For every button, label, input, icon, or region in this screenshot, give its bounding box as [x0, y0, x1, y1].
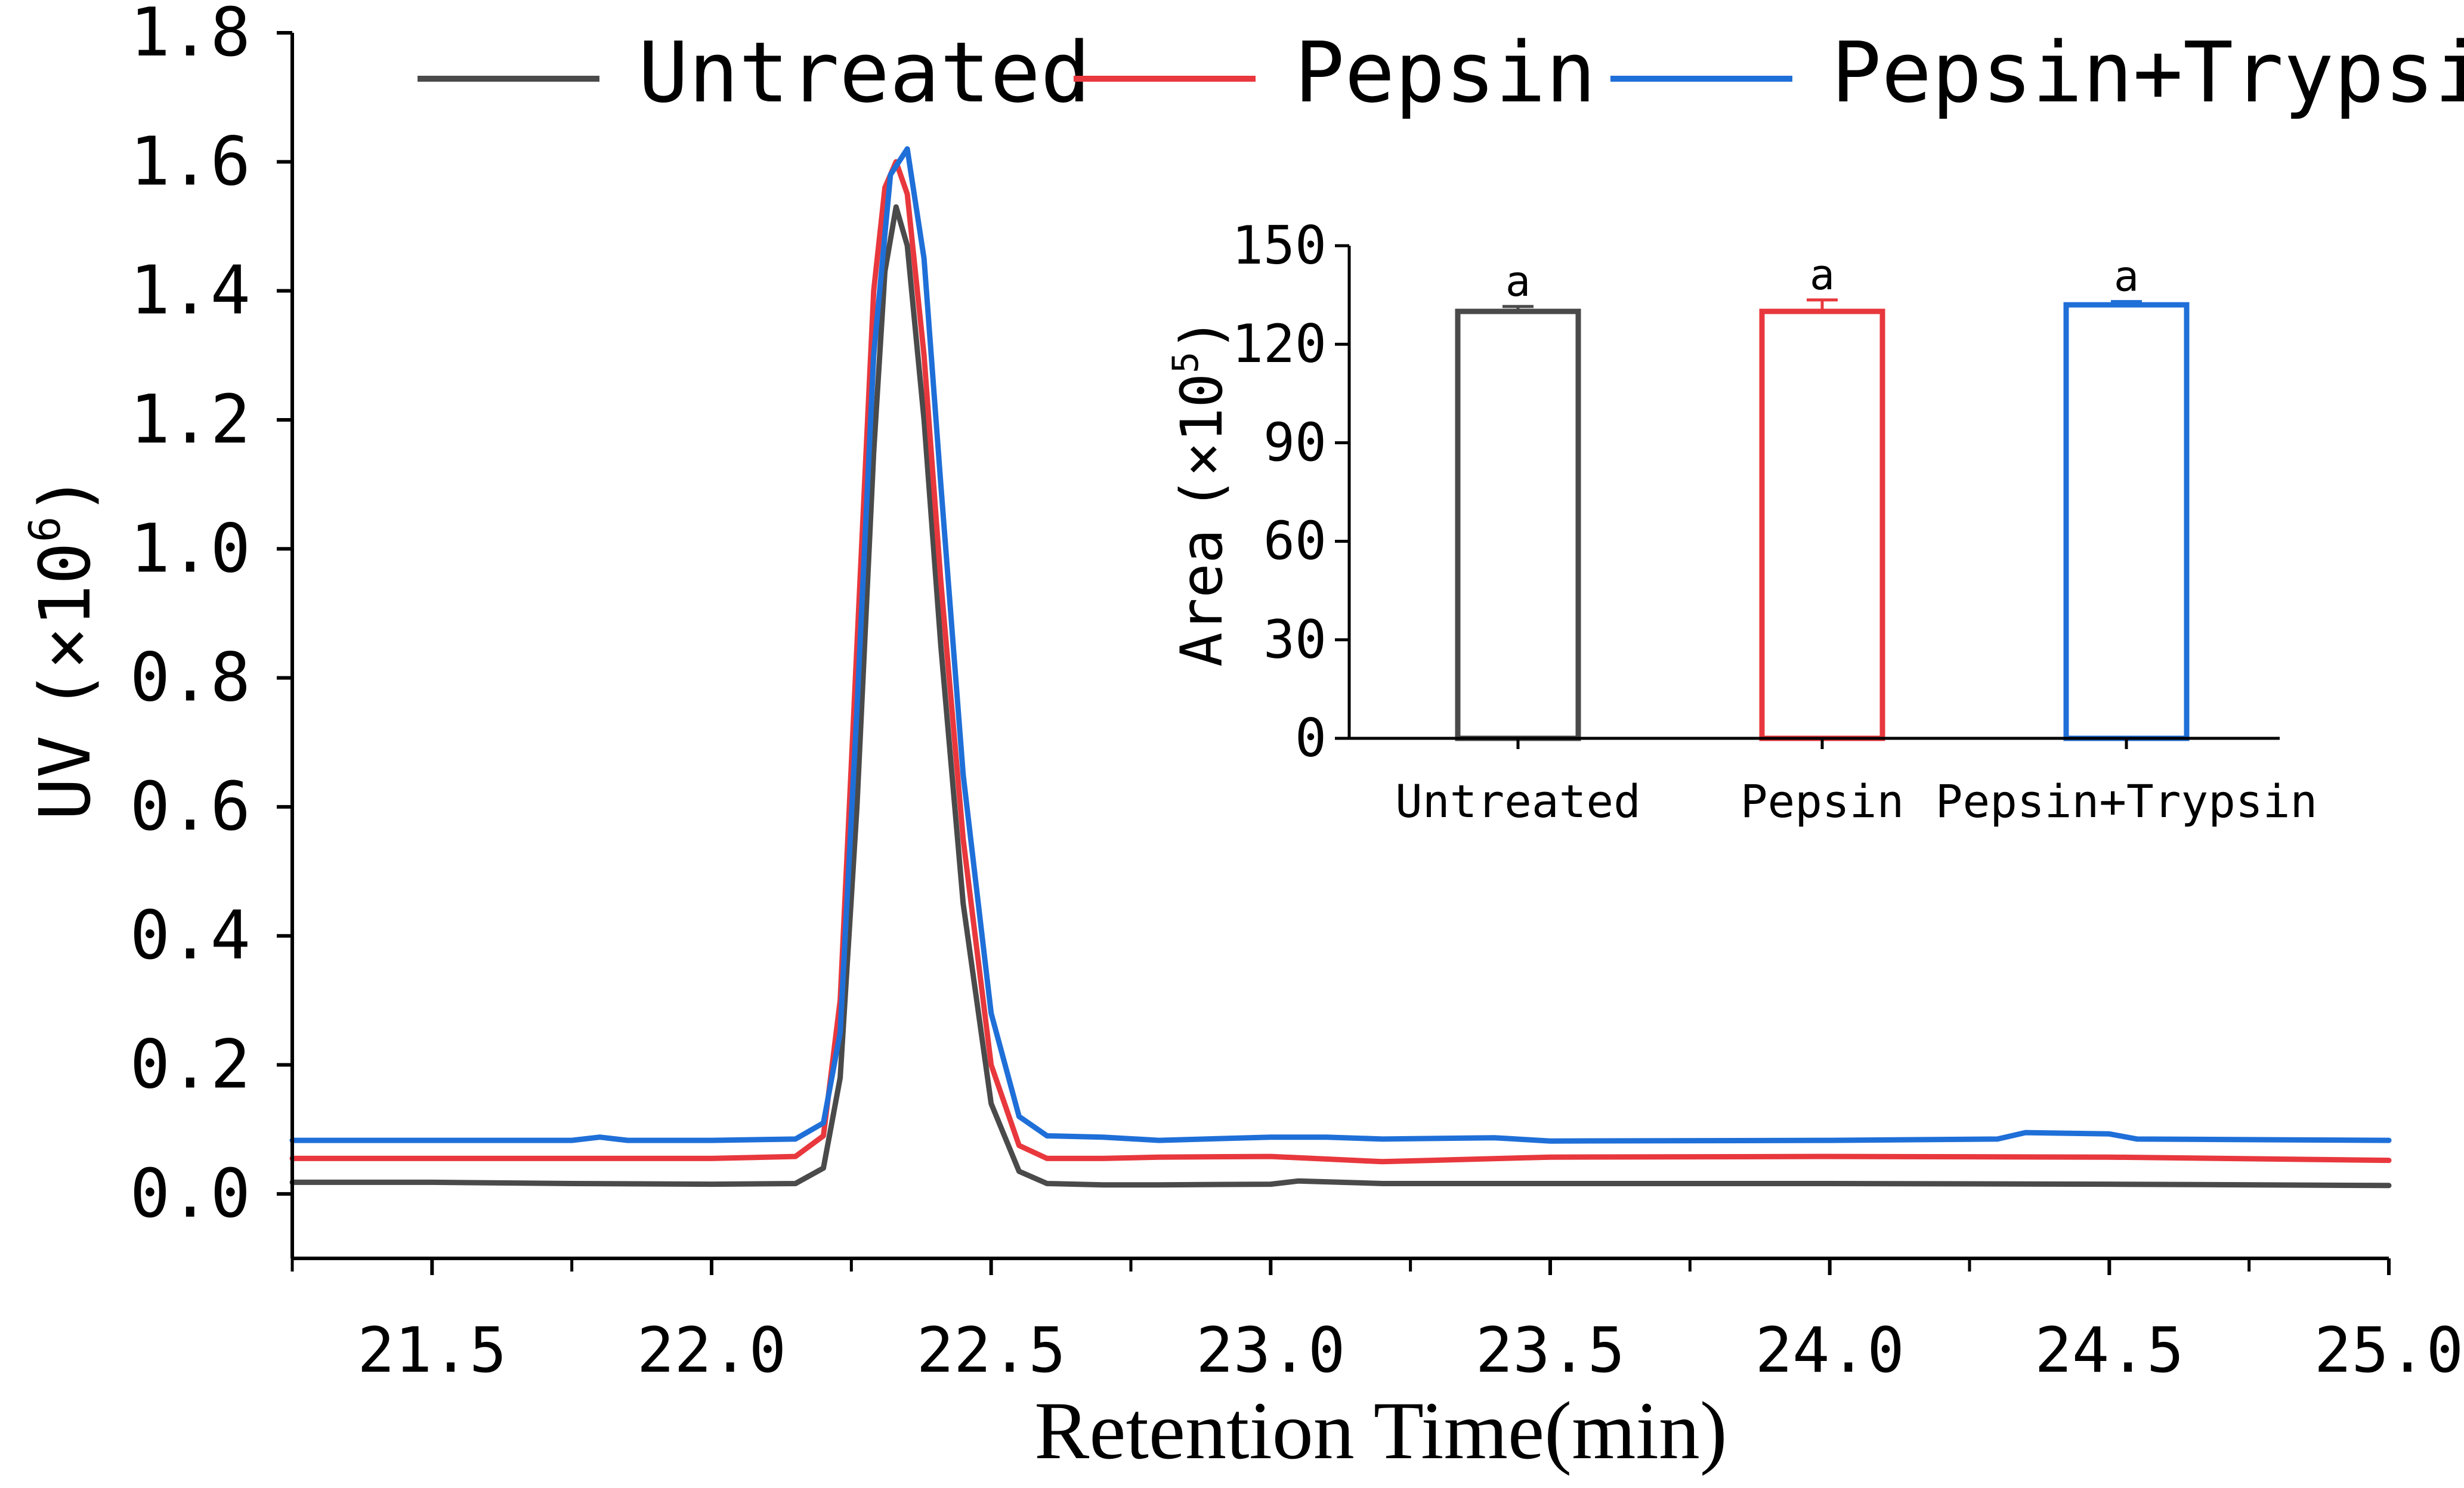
- inset-y-tick-label: 90: [1263, 412, 1327, 473]
- series-line-untreated: [289, 204, 2392, 1189]
- y-tick-label: 1.4: [130, 252, 251, 330]
- y-tick-label: 0.4: [130, 897, 251, 975]
- inset-y-axis-title: Area(×105): [1165, 317, 1235, 667]
- y-tick-label: 1.2: [130, 381, 251, 459]
- inset-bar: [2063, 302, 2190, 741]
- inset-y-tick-label: 60: [1263, 511, 1327, 572]
- legend-label: Pepsin: [1294, 24, 1596, 122]
- inset-significance-label: a: [1505, 257, 1531, 306]
- inset-bar: [1455, 308, 1581, 741]
- x-tick-label: 23.5: [1476, 1314, 1625, 1387]
- inset-y-tick-label: 150: [1232, 215, 1327, 276]
- main-series-group: [289, 146, 2392, 1189]
- series-line-pepsin: [289, 159, 2392, 1165]
- x-tick-label: 25.0: [2314, 1314, 2463, 1387]
- main-chart: 21.5 22.0 22.5 23.0 23.5 24.0 24.5 25.0 0.00.20…: [20, 0, 2464, 1476]
- y-tick-label: 0.8: [130, 639, 251, 717]
- x-tick-label: 23.0: [1196, 1314, 1345, 1387]
- inset-x-tick-label: Pepsin: [1740, 775, 1905, 828]
- inset-y-tick-label: 120: [1232, 313, 1327, 375]
- y-tick-label: 0.2: [130, 1026, 251, 1104]
- x-tick-label: 24.5: [2035, 1314, 2184, 1387]
- inset-y-tick-label: 30: [1263, 609, 1327, 670]
- y-tick-label: 1.0: [130, 510, 251, 587]
- inset-y-tick-label: 0: [1295, 707, 1327, 769]
- main-legend: Untreated Pepsin Pepsin+Trypsin: [418, 24, 2464, 122]
- inset-bar: [1759, 308, 1885, 741]
- x-tick-label: 22.5: [916, 1314, 1065, 1387]
- main-y-ticks: 0.0 0.2 0.4 0.6 0.8 1.0 1.2 1.4 1.6 1.8: [130, 0, 292, 1233]
- inset-significance-label: a: [2114, 252, 2139, 301]
- inset-x-tick-label: Untreated: [1395, 775, 1641, 828]
- main-x-ticks: 21.5 22.0 22.5 23.0 23.5 24.0 24.5 25.0: [290, 1258, 2463, 1387]
- y-tick-label: 1.8: [130, 0, 251, 72]
- main-x-axis-title: Retention Time(min): [1034, 1385, 1727, 1476]
- y-tick-label: 1.6: [130, 123, 251, 200]
- x-tick-label: 22.0: [637, 1314, 786, 1387]
- inset-x-tick-label: Pepsin+Trypsin: [1936, 775, 2318, 828]
- legend-label: Pepsin+Trypsin: [1831, 24, 2464, 122]
- legend-label: Untreated: [638, 24, 1091, 122]
- y-tick-label: 0.6: [130, 768, 251, 846]
- inset-significance-label: a: [1810, 250, 1835, 299]
- x-tick-label: 24.0: [1755, 1314, 1904, 1387]
- main-y-axis-title: UV(×106): [20, 474, 106, 821]
- inset-bar-chart: a a a 0 30 60 90 120 150 Untreated Pepsin Pepsin+…: [1165, 215, 2317, 828]
- series-line-pepsin-trypsin: [289, 146, 2392, 1144]
- x-tick-label: 21.5: [357, 1314, 506, 1387]
- inset-x-labels: Untreated Pepsin Pepsin+Trypsin: [1395, 775, 2317, 828]
- inset-y-ticks: 0 30 60 90 120 150: [1232, 215, 1349, 769]
- y-tick-label: 0.0: [130, 1155, 251, 1233]
